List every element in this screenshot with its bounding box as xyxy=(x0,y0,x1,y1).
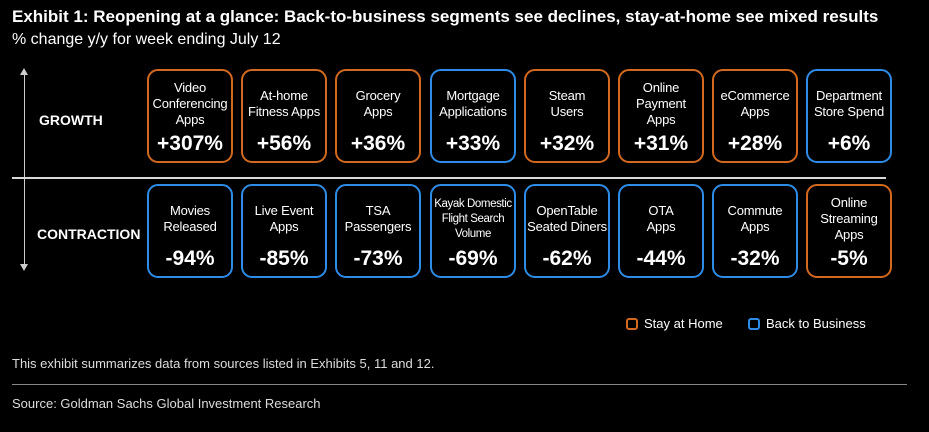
metric-value: -62% xyxy=(542,247,592,270)
axis-line-bottom xyxy=(24,179,25,265)
metric-label: Online Streaming Apps xyxy=(820,195,878,242)
arrow-down-icon xyxy=(20,264,28,271)
arrow-up-icon xyxy=(20,68,28,75)
legend-swatch-back xyxy=(748,317,760,330)
metric-label: Commute Apps xyxy=(727,203,783,234)
metric-card: Department Store Spend +6% xyxy=(806,69,892,163)
metric-card: Commute Apps -32% xyxy=(712,184,798,278)
row-label-growth: GROWTH xyxy=(39,112,103,128)
metric-label: At-home Fitness Apps xyxy=(247,88,321,119)
metric-value: -32% xyxy=(730,247,780,270)
metric-label: TSA Passengers xyxy=(344,203,412,234)
metric-label: Department Store Spend xyxy=(813,88,885,119)
metric-card: Movies Released -94% xyxy=(147,184,233,278)
metric-label: OTA Apps xyxy=(646,203,676,234)
metric-card: Live Event Apps -85% xyxy=(241,184,327,278)
legend-label-stay: Stay at Home xyxy=(644,316,723,331)
metric-card: OTA Apps -44% xyxy=(618,184,704,278)
metric-value: +56% xyxy=(256,132,312,155)
metric-value: +31% xyxy=(633,132,689,155)
metric-label: Online Payment Apps xyxy=(636,80,686,127)
source-note: Source: Goldman Sachs Global Investment … xyxy=(12,396,321,411)
metric-value: -85% xyxy=(259,247,309,270)
metric-value: -73% xyxy=(353,247,403,270)
metric-value: +32% xyxy=(539,132,595,155)
footer-divider xyxy=(12,384,907,385)
metric-value: -5% xyxy=(830,247,868,270)
metric-value: +307% xyxy=(157,132,223,155)
metric-label: Steam Users xyxy=(548,88,586,119)
metric-value: +36% xyxy=(350,132,406,155)
metric-card: Online Payment Apps +31% xyxy=(618,69,704,163)
legend-swatch-stay xyxy=(626,317,638,330)
metric-card: Online Streaming Apps -5% xyxy=(806,184,892,278)
row-divider xyxy=(12,177,886,179)
metric-value: +6% xyxy=(827,132,871,155)
metric-card: Steam Users +32% xyxy=(524,69,610,163)
metric-label: Grocery Apps xyxy=(355,88,401,119)
metric-card: eCommerce Apps +28% xyxy=(712,69,798,163)
legend-stay-at-home: Stay at Home xyxy=(626,316,723,331)
metric-label: Movies Released xyxy=(163,203,217,234)
metric-value: +28% xyxy=(727,132,783,155)
metric-label: Video Conferencing Apps xyxy=(152,80,228,127)
metric-value: -69% xyxy=(448,247,498,270)
metric-card: At-home Fitness Apps +56% xyxy=(241,69,327,163)
metric-label: Kayak Domestic Flight Search Volume xyxy=(434,197,512,240)
metric-value: -94% xyxy=(165,247,215,270)
metric-card: Kayak Domestic Flight Search Volume -69% xyxy=(430,184,516,278)
row-label-contraction: CONTRACTION xyxy=(37,226,141,242)
metric-card: TSA Passengers -73% xyxy=(335,184,421,278)
metric-label: OpenTable Seated Diners xyxy=(527,203,607,234)
metric-label: eCommerce Apps xyxy=(720,88,790,119)
chart-subtitle: % change y/y for week ending July 12 xyxy=(12,31,281,48)
footnote: This exhibit summarizes data from source… xyxy=(12,356,435,371)
metric-card: Mortgage Applications +33% xyxy=(430,69,516,163)
metric-label: Live Event Apps xyxy=(254,203,314,234)
metric-card: OpenTable Seated Diners -62% xyxy=(524,184,610,278)
metric-label: Mortgage Applications xyxy=(439,88,507,119)
chart-title: Exhibit 1: Reopening at a glance: Back-t… xyxy=(12,7,879,26)
legend-back-to-business: Back to Business xyxy=(748,316,866,331)
metric-card: Grocery Apps +36% xyxy=(335,69,421,163)
metric-value: +33% xyxy=(445,132,501,155)
metric-value: -44% xyxy=(636,247,686,270)
legend-label-back: Back to Business xyxy=(766,316,866,331)
axis-line-top xyxy=(24,74,25,177)
metric-card: Video Conferencing Apps +307% xyxy=(147,69,233,163)
